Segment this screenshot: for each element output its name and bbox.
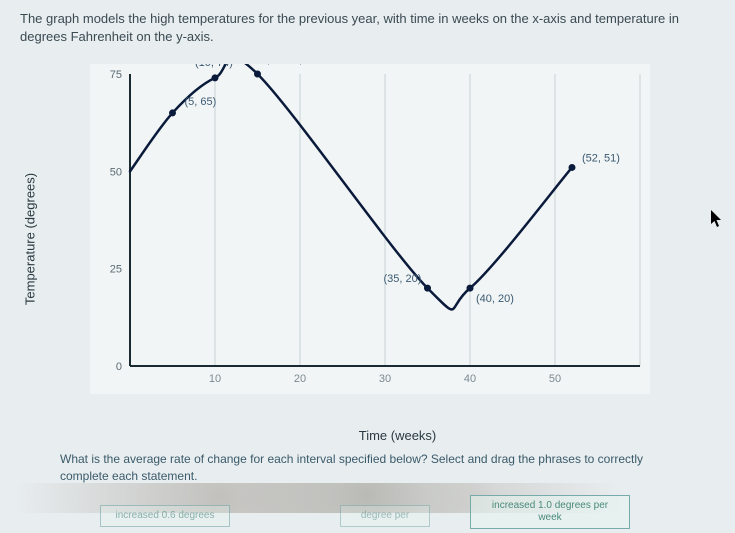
chart-svg: 0 25 50 75 10 20 30 40 50 (5, 65) (10, 74) (15, 75)… (90, 64, 650, 394)
chip-line2: week (538, 512, 561, 523)
svg-text:50: 50 (110, 167, 122, 179)
cursor-icon (711, 210, 725, 233)
drag-chip[interactable]: increased 0.6 degrees (100, 505, 230, 527)
drag-chip[interactable]: increased 1.0 degrees per week (470, 495, 630, 529)
problem-description: The graph models the high temperatures f… (20, 10, 715, 46)
chip-line1: increased 1.0 degrees per (492, 500, 608, 511)
svg-text:0: 0 (116, 361, 122, 373)
svg-text:(52, 51): (52, 51) (582, 153, 620, 165)
question-text: What is the average rate of change for e… (60, 451, 695, 485)
svg-text:40: 40 (464, 373, 476, 385)
svg-text:50: 50 (549, 373, 561, 385)
svg-text:(15, 75): (15, 75) (266, 64, 304, 65)
worksheet-page: The graph models the high temperatures f… (0, 0, 735, 533)
svg-text:20: 20 (294, 373, 306, 385)
svg-text:(40, 20): (40, 20) (476, 294, 514, 306)
y-axis-label: Temperature (degrees) (23, 173, 38, 305)
svg-text:(10, 74): (10, 74) (195, 64, 233, 69)
svg-text:10: 10 (209, 373, 221, 385)
svg-text:25: 25 (110, 264, 122, 276)
chart-plot-area: 0 25 50 75 10 20 30 40 50 (5, 65) (10, 74) (15, 75)… (90, 64, 650, 394)
svg-text:(5, 65): (5, 65) (185, 96, 217, 108)
drag-chip-row: increased 0.6 degrees degree per increas… (0, 493, 735, 533)
svg-text:(35, 20): (35, 20) (384, 274, 422, 286)
x-axis-label: Time (weeks) (80, 428, 715, 443)
chart-container: Temperature (degrees) 02550751020304050(… (40, 54, 680, 424)
svg-text:30: 30 (379, 373, 391, 385)
svg-text:75: 75 (110, 69, 122, 81)
drag-chip[interactable]: degree per (340, 505, 430, 527)
